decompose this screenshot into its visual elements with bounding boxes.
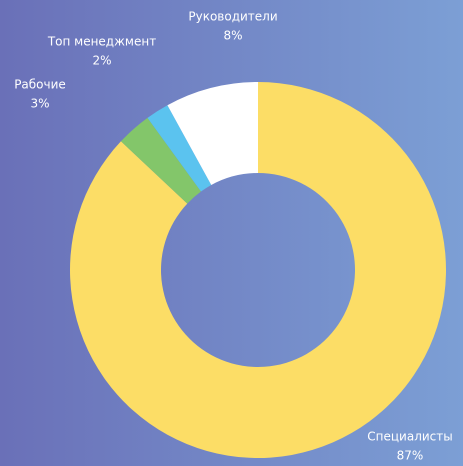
donut-slice: [120, 117, 201, 204]
slice-label: Руководители: [188, 10, 277, 24]
donut-slice: [69, 82, 446, 458]
slice-label: Специалисты: [367, 430, 452, 444]
donut-slice: [167, 82, 258, 185]
slice-value-label: 87%: [397, 449, 424, 463]
slice-label: Рабочие: [14, 78, 66, 92]
slice-value-label: 2%: [92, 54, 111, 68]
donut-slice: [147, 105, 212, 192]
slice-label: Топ менеджмент: [47, 35, 156, 49]
slice-value-label: 8%: [223, 29, 242, 43]
slice-value-label: 3%: [30, 97, 49, 111]
